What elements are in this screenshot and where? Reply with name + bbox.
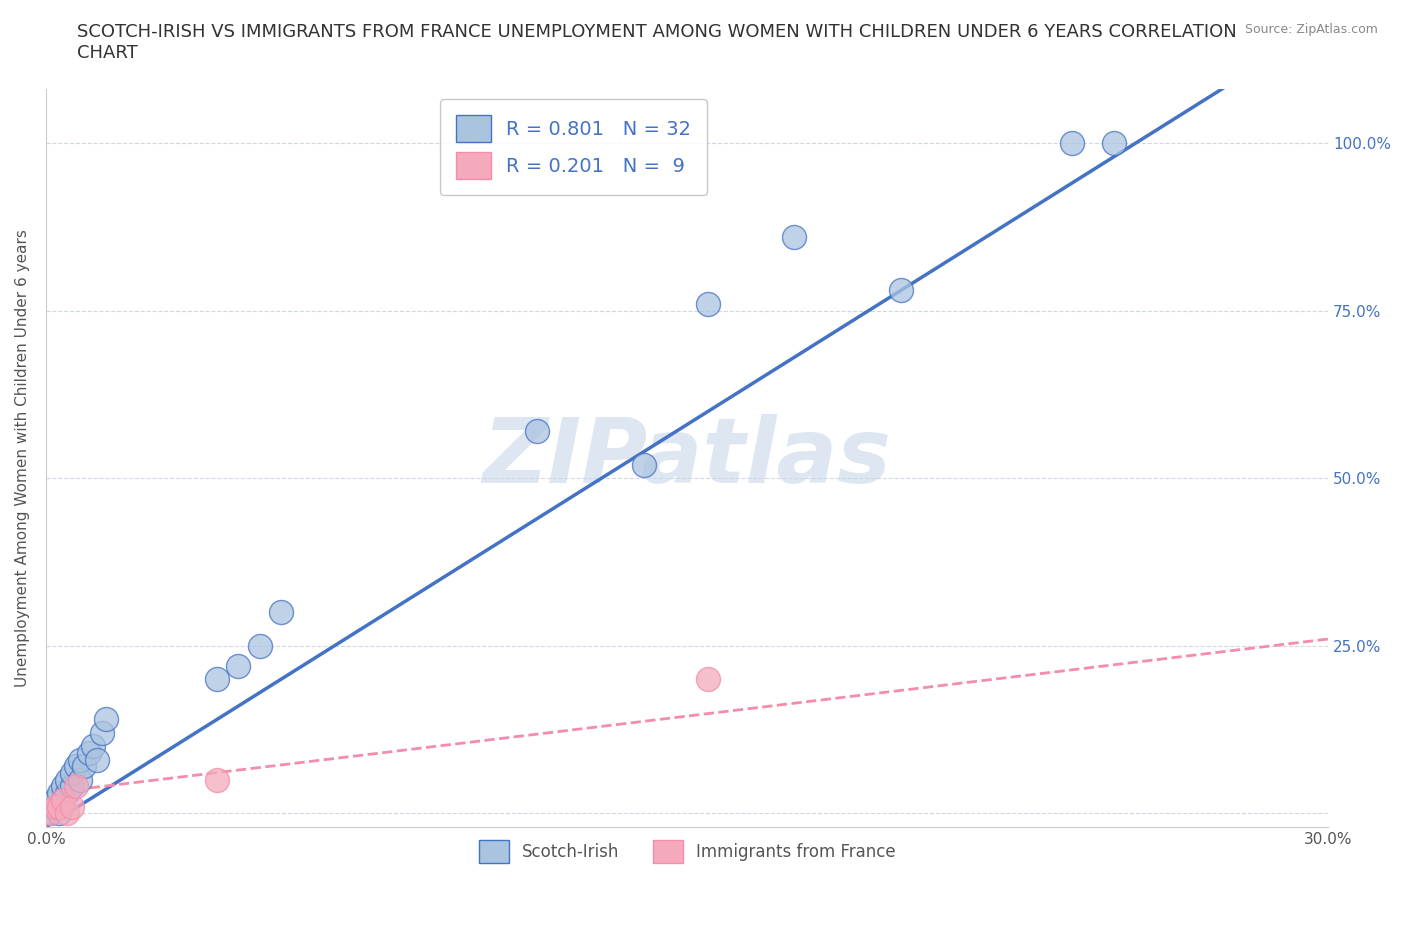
Point	[52, 779, 75, 794]
Point	[44, 792, 66, 807]
Point	[48, 799, 70, 814]
Point	[890, 283, 912, 298]
Point	[205, 772, 228, 787]
Point	[65, 779, 87, 794]
Point	[44, 799, 66, 814]
Point	[44, 799, 66, 814]
Point	[52, 792, 75, 807]
Point	[1104, 136, 1126, 151]
Point	[56, 786, 79, 801]
Point	[69, 752, 91, 767]
Point	[1060, 136, 1083, 151]
Text: Source: ZipAtlas.com: Source: ZipAtlas.com	[1244, 23, 1378, 36]
Point	[82, 738, 104, 753]
Point	[783, 230, 806, 245]
Point	[205, 671, 228, 686]
Point	[86, 752, 108, 767]
Point	[56, 772, 79, 787]
Point	[249, 638, 271, 653]
Point	[65, 759, 87, 774]
Point	[48, 786, 70, 801]
Point	[48, 806, 70, 821]
Point	[48, 799, 70, 814]
Point	[526, 424, 548, 439]
Text: SCOTCH-IRISH VS IMMIGRANTS FROM FRANCE UNEMPLOYMENT AMONG WOMEN WITH CHILDREN UN: SCOTCH-IRISH VS IMMIGRANTS FROM FRANCE U…	[77, 23, 1237, 62]
Point	[60, 765, 83, 780]
Y-axis label: Unemployment Among Women with Children Under 6 years: Unemployment Among Women with Children U…	[15, 229, 30, 687]
Point	[56, 806, 79, 821]
Point	[52, 792, 75, 807]
Point	[94, 712, 117, 727]
Point	[60, 779, 83, 794]
Point	[697, 671, 720, 686]
Point	[226, 658, 249, 673]
Legend: Scotch-Irish, Immigrants from France: Scotch-Irish, Immigrants from France	[472, 833, 903, 870]
Point	[39, 806, 62, 821]
Point	[39, 806, 62, 821]
Point	[69, 772, 91, 787]
Point	[90, 725, 112, 740]
Point	[73, 759, 96, 774]
Point	[697, 297, 720, 312]
Point	[60, 799, 83, 814]
Point	[77, 746, 100, 761]
Point	[633, 458, 655, 472]
Point	[270, 604, 292, 619]
Text: ZIPatlas: ZIPatlas	[482, 414, 891, 502]
